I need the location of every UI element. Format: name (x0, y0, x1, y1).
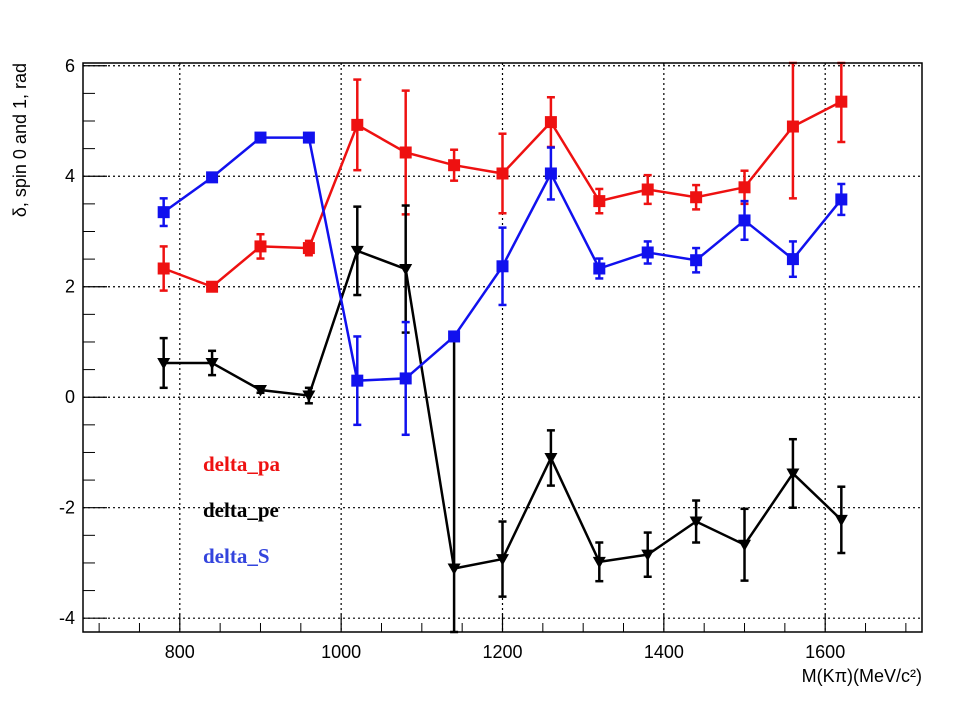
data-point-delta_pa (690, 191, 703, 204)
x-tick-label: 800 (165, 642, 195, 662)
data-point-delta_pa (254, 240, 267, 253)
data-point-delta_S (254, 131, 267, 144)
data-point-delta_pa (835, 95, 848, 108)
y-tick-label: -4 (59, 608, 75, 628)
data-point-delta_S (157, 206, 170, 219)
axes: 800 1000 1200 1400 1600 -4 -2 0 2 4 6 (59, 56, 923, 662)
data-point-delta_S (835, 193, 848, 206)
y-tick-label: 4 (65, 166, 75, 186)
series-delta_pa (157, 61, 848, 293)
data-point-delta_pa (302, 242, 315, 255)
y-tick-label: 2 (65, 277, 75, 297)
data-point-delta_pa (448, 159, 461, 172)
y-axis-title: δ, spin 0 and 1, rad (10, 63, 30, 217)
data-point-delta_pa (157, 262, 170, 275)
series-layer (157, 61, 848, 634)
x-tick-label: 1400 (644, 642, 684, 662)
x-tick-label: 1600 (805, 642, 845, 662)
data-point-delta_pe (786, 468, 800, 480)
data-point-delta_pa (593, 195, 606, 208)
data-point-delta_pe (689, 516, 703, 529)
data-point-delta_S (302, 131, 315, 144)
data-point-delta_pa (496, 167, 509, 180)
legend: delta_pa delta_pe delta_S (203, 452, 281, 568)
y-tick-label: -2 (59, 498, 75, 518)
data-point-delta_pa (738, 181, 751, 194)
x-tick-label: 1000 (321, 642, 361, 662)
data-point-delta_pa (786, 120, 799, 133)
data-point-delta_S (786, 253, 799, 266)
data-point-delta_pe (544, 452, 558, 465)
data-point-delta_pe (834, 514, 848, 527)
data-point-delta_S (641, 246, 654, 259)
data-point-delta_pa (544, 116, 557, 129)
data-point-delta_pa (206, 280, 219, 293)
data-point-delta_S (738, 214, 751, 227)
y-tick-label: 0 (65, 387, 75, 407)
data-point-delta_pe (496, 554, 509, 566)
data-point-delta_pa (641, 183, 654, 196)
y-tick-label: 6 (65, 56, 75, 76)
series-delta_pe (157, 204, 848, 634)
data-point-delta_S (593, 262, 606, 275)
data-point-delta_S (399, 372, 412, 385)
data-point-delta_pe (738, 539, 752, 552)
data-point-delta_S (351, 374, 364, 387)
data-point-delta_pe (592, 556, 606, 569)
data-point-delta_S (690, 254, 703, 267)
data-point-delta_pe (253, 385, 267, 397)
data-point-delta_pe (302, 390, 316, 403)
data-point-delta_pe (157, 357, 171, 370)
data-point-delta_S (206, 171, 219, 184)
data-point-delta_pe (205, 357, 219, 370)
data-point-delta_pa (351, 118, 364, 131)
data-point-delta_pe (447, 563, 461, 575)
x-axis-title: M(Kπ)(MeV/c²) (802, 666, 922, 686)
legend-entry-delta_pe: delta_pe (203, 498, 279, 522)
data-point-delta_pa (399, 146, 412, 159)
series-delta_S (157, 131, 848, 437)
legend-entry-delta_pa: delta_pa (203, 452, 281, 476)
data-point-delta_pe (399, 264, 413, 276)
data-point-delta_S (448, 330, 461, 343)
data-point-delta_pe (641, 549, 655, 562)
x-tick-label: 1200 (482, 642, 522, 662)
data-point-delta_S (496, 260, 509, 273)
legend-entry-delta_S: delta_S (203, 544, 270, 568)
data-point-delta_S (544, 167, 557, 180)
data-point-delta_pe (350, 245, 364, 258)
